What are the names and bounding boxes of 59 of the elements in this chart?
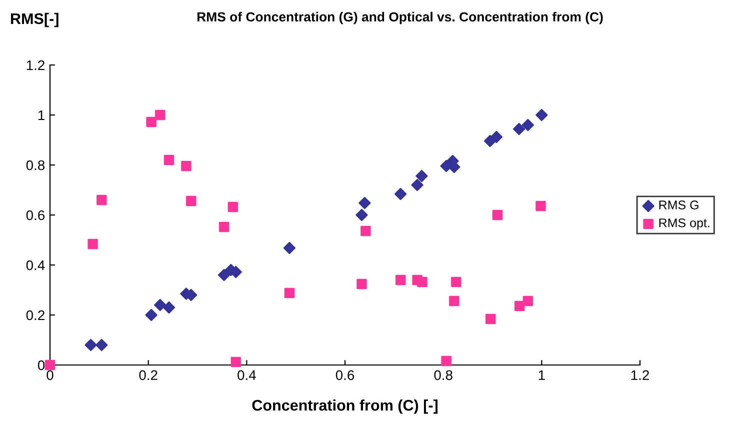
point — [356, 208, 368, 222]
point — [162, 301, 176, 314]
y-tick-label: 1 — [38, 110, 44, 120]
point — [449, 296, 460, 306]
x-tick-label: 0.4 — [238, 370, 256, 380]
point — [356, 278, 367, 290]
point — [514, 300, 525, 312]
point — [394, 188, 407, 200]
point — [536, 108, 548, 122]
legend-label: RMS G — [659, 200, 698, 210]
point — [186, 196, 196, 206]
y-tick-label: 0.8 — [26, 160, 45, 170]
point — [417, 276, 428, 288]
point — [522, 296, 533, 306]
point — [164, 154, 174, 166]
point — [451, 276, 462, 288]
point — [145, 308, 158, 322]
point — [416, 170, 428, 182]
point — [154, 298, 166, 312]
point — [84, 338, 97, 352]
y-tick-label: 0.2 — [26, 310, 44, 320]
point — [284, 288, 295, 298]
x-tick-label: 0.8 — [434, 370, 452, 380]
point — [492, 210, 503, 220]
y-tick-label: 0 — [38, 360, 45, 370]
point — [512, 122, 526, 136]
y-axis-title: RMS[-] — [11, 12, 58, 28]
point — [228, 202, 238, 212]
y-tick-label: 1.2 — [26, 60, 44, 70]
y-tick-label: 0.4 — [26, 260, 45, 270]
point — [522, 118, 534, 132]
x-tick-label: 0.6 — [336, 370, 354, 380]
point — [218, 222, 230, 232]
point — [230, 356, 241, 368]
chart-title: RMS of Concentration (G) and Optical vs. Concentration from (C) — [197, 12, 603, 24]
point — [358, 196, 371, 210]
point — [485, 314, 496, 324]
point — [441, 356, 452, 366]
point — [411, 178, 424, 192]
point — [96, 194, 107, 206]
point — [181, 160, 192, 172]
y-tick-label: 0.6 — [26, 210, 45, 220]
point — [536, 200, 546, 212]
point — [88, 238, 98, 250]
x-axis-title: Concentration from (C) [-] — [252, 399, 438, 414]
legend-label: RMS opt. — [659, 218, 710, 230]
x-tick-label: 0.2 — [139, 370, 158, 380]
point — [395, 274, 406, 286]
point — [155, 110, 166, 120]
point — [360, 226, 371, 236]
point — [218, 268, 230, 282]
point — [96, 338, 108, 352]
point — [490, 130, 503, 144]
point — [283, 242, 296, 254]
x-tick-label: 1.2 — [631, 370, 649, 380]
x-tick-label: 1 — [538, 370, 545, 380]
point — [44, 360, 56, 370]
x-tick-label: 0 — [46, 370, 54, 380]
point — [146, 116, 156, 128]
